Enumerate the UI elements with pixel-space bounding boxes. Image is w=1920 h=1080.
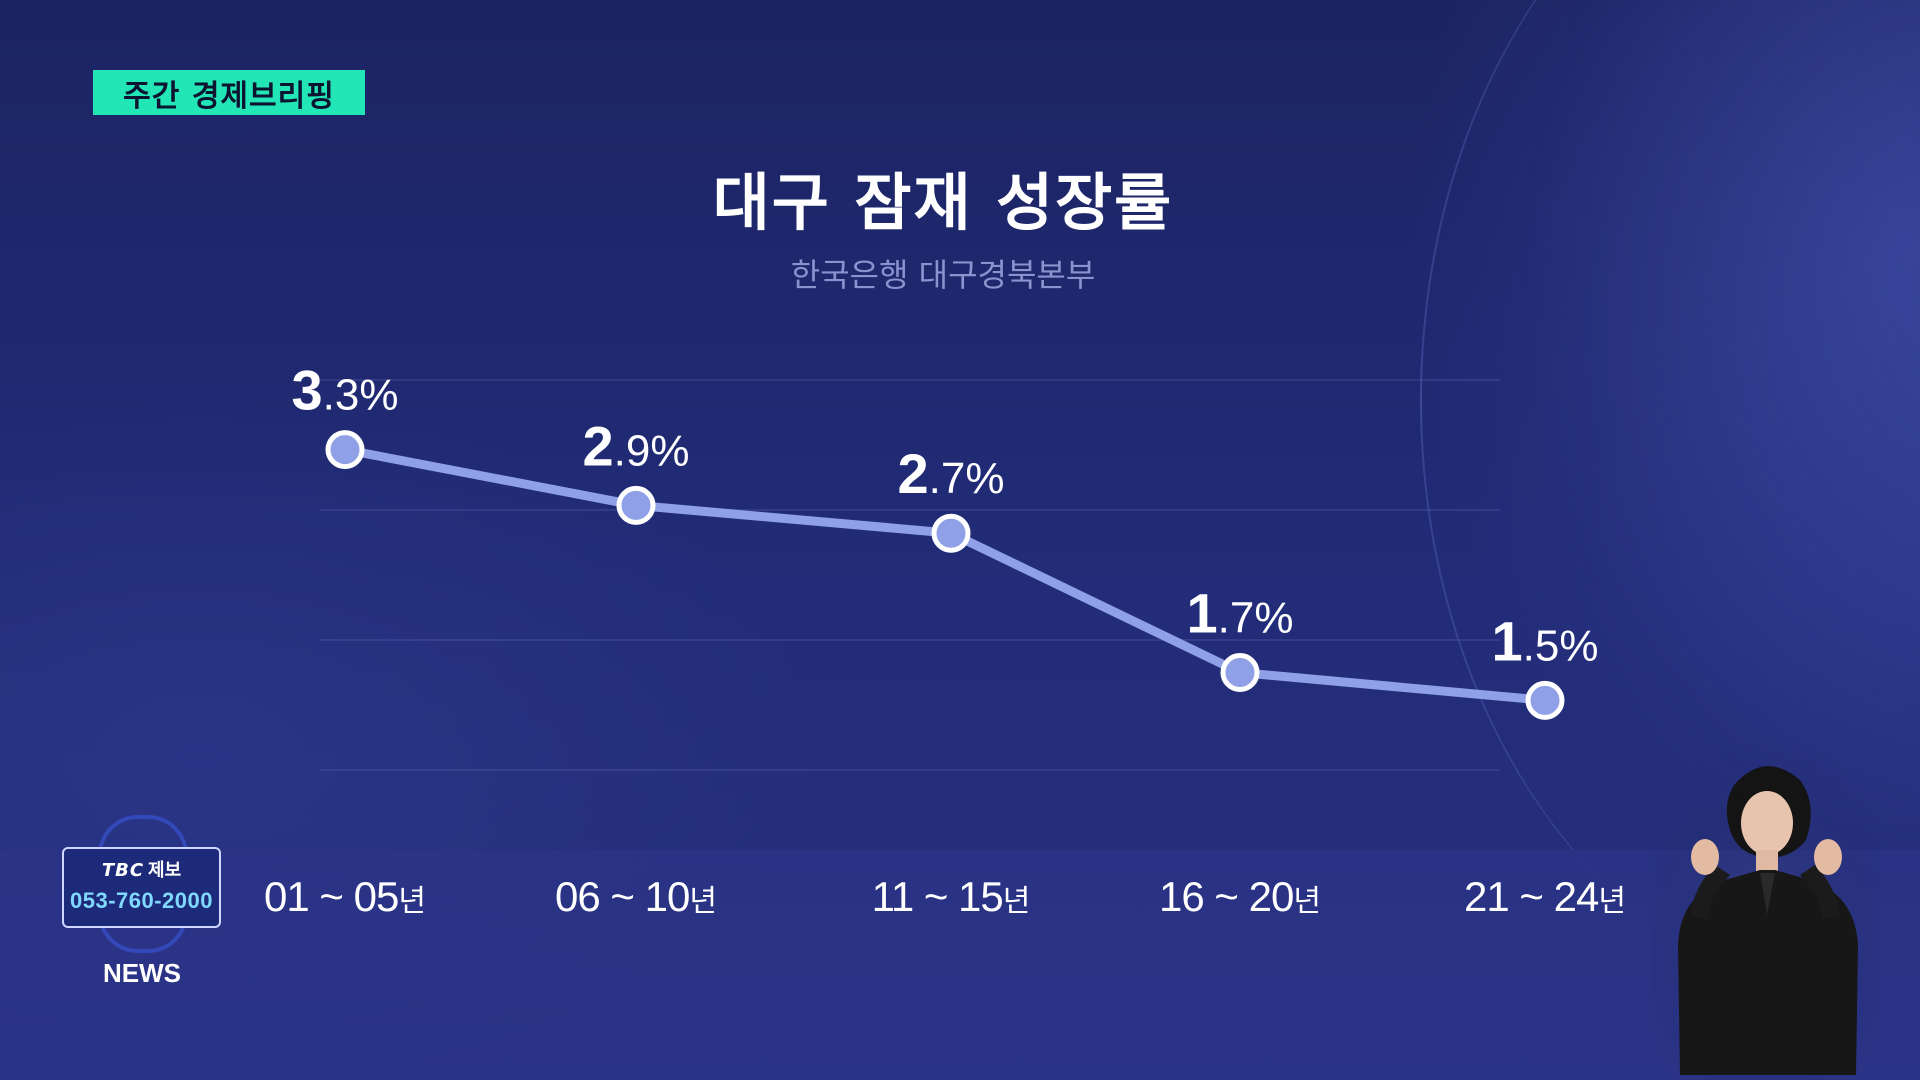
news-label: NEWS bbox=[103, 958, 181, 988]
x-tick-label: 11 ~ 15년 bbox=[872, 873, 1031, 920]
tip-header: TBC 제보 bbox=[64, 856, 219, 882]
program-badge: 주간 경제브리핑 bbox=[93, 70, 365, 115]
x-tick-label: 06 ~ 10년 bbox=[555, 873, 717, 920]
x-tick-label: 01 ~ 05년 bbox=[264, 873, 426, 920]
tip-phone-number: 053-760-2000 bbox=[69, 888, 213, 913]
data-label: 1.7% bbox=[1187, 582, 1294, 645]
sign-language-interpreter-icon bbox=[1650, 745, 1880, 1080]
x-tick-label: 21 ~ 24년 bbox=[1464, 873, 1626, 920]
program-badge-label: 주간 경제브리핑 bbox=[123, 78, 335, 114]
bottom-band bbox=[0, 850, 1920, 1080]
data-point bbox=[616, 485, 656, 525]
data-point bbox=[931, 513, 971, 553]
chart-title: 대구 잠재 성장률 bbox=[712, 166, 1174, 239]
chart-subtitle: 한국은행 대구경북본부 bbox=[790, 256, 1096, 294]
data-point bbox=[325, 430, 365, 470]
x-tick-label: 16 ~ 20년 bbox=[1159, 873, 1321, 920]
tip-hotline-box: TBC 제보 053-760-2000 bbox=[62, 847, 221, 928]
data-label: 2.9% bbox=[583, 414, 690, 477]
data-point bbox=[1525, 680, 1565, 720]
data-label: 3.3% bbox=[292, 359, 399, 422]
tip-label: 제보 bbox=[148, 860, 182, 881]
data-point bbox=[1220, 653, 1260, 692]
data-label: 2.7% bbox=[898, 442, 1005, 505]
tbc-logo: TBC bbox=[101, 860, 145, 881]
data-label: 1.5% bbox=[1492, 609, 1599, 672]
